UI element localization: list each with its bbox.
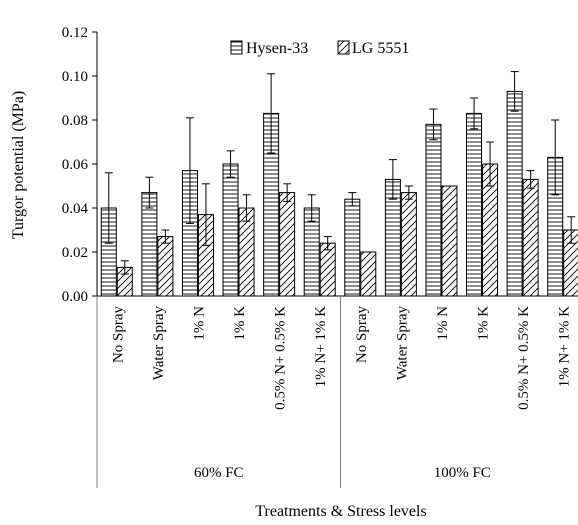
- x-axis-title: Treatments & Stress levels: [255, 503, 426, 520]
- y-axis-title: Turgor potential (MPa): [10, 91, 27, 239]
- y-tick-label: 0.04: [62, 201, 89, 217]
- x-tick-label: 0.5% N+ 0.5% K: [273, 306, 289, 410]
- x-tick-label: 1% K: [476, 306, 492, 341]
- x-tick-label: 0.5% N+ 0.5% K: [516, 306, 532, 410]
- bar: [400, 192, 417, 297]
- y-tick-label: 0.08: [62, 113, 88, 129]
- bar: [344, 198, 361, 297]
- group-label: 60% FC: [194, 465, 244, 481]
- x-tick-label: 1% N: [435, 306, 451, 341]
- x-tick-label: No Spray: [354, 306, 370, 364]
- x-tick-label: 1% N+ 1% K: [313, 306, 329, 388]
- y-tick-label: 0.10: [62, 69, 88, 85]
- bar: [360, 251, 377, 297]
- x-tick-label: No Spray: [110, 306, 126, 364]
- bar: [222, 163, 239, 297]
- legend-label-hysen: Hysen-33: [246, 40, 308, 57]
- bar: [506, 90, 523, 297]
- y-tick-label: 0.12: [62, 25, 88, 41]
- x-tick-label: 1% N: [191, 306, 207, 341]
- y-tick-label: 0.02: [62, 245, 88, 261]
- bar: [425, 123, 442, 297]
- y-tick-label: 0.00: [62, 289, 88, 305]
- y-tick-label: 0.06: [62, 157, 89, 173]
- bar: [522, 178, 539, 297]
- bar: [441, 185, 458, 297]
- x-tick-label: Water Spray: [394, 306, 410, 381]
- legend-swatch-hysen: [230, 40, 243, 55]
- legend-label-lg: LG 5551: [352, 40, 409, 57]
- bar: [319, 242, 336, 297]
- bar: [466, 112, 483, 297]
- x-tick-label: 1% N+ 1% K: [557, 306, 573, 388]
- bar: [157, 236, 174, 297]
- legend-swatch-lg: [337, 40, 350, 55]
- plot-area: 0.00 0.02 0.04 0.06 0.08 0.10 0.12 No Spray Wate…: [62, 25, 578, 488]
- bar: [279, 192, 296, 297]
- group-label: 100% FC: [434, 465, 491, 481]
- x-tick-label: 1% K: [232, 306, 248, 341]
- x-tick-label: Water Spray: [151, 306, 167, 381]
- legend-item-hysen: Hysen-33: [230, 40, 308, 57]
- legend-item-lg: LG 5551: [337, 40, 409, 57]
- legend: Hysen-33 LG 5551: [230, 40, 409, 57]
